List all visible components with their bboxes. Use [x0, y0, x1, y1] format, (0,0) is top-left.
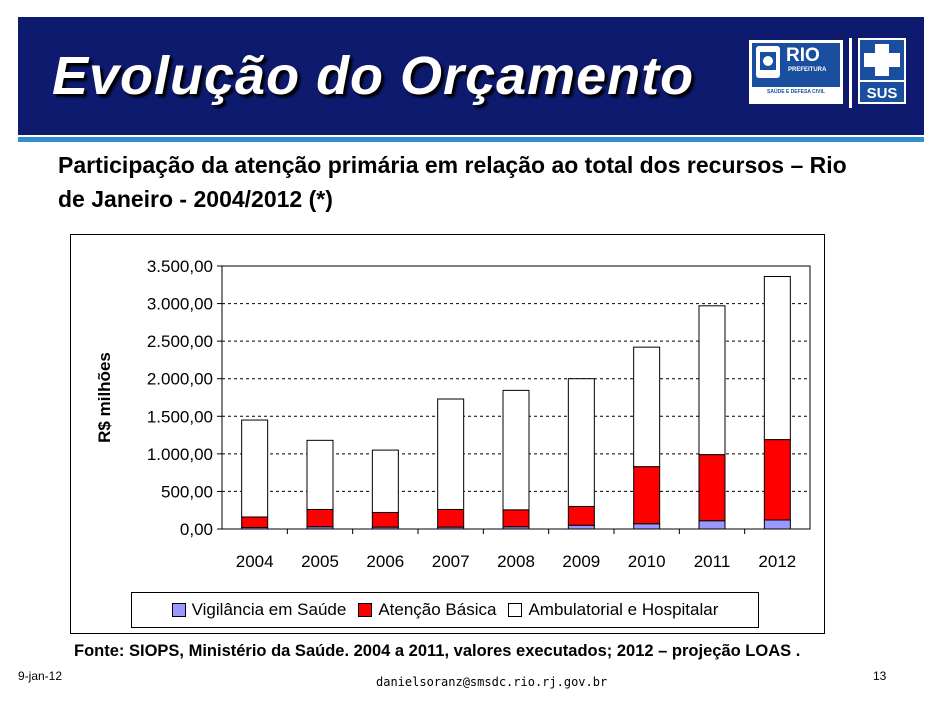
x-tick-label: 2010 — [628, 552, 666, 571]
bar-ambulatorial-2005 — [306, 439, 334, 510]
bar-vigilancia-2011 — [698, 520, 726, 530]
page-number: 13 — [873, 669, 887, 683]
bar-vigilancia-2010 — [633, 523, 661, 530]
bar-ambulatorial-2008 — [502, 389, 530, 511]
bar-ambulatorial-2012 — [763, 276, 791, 441]
bar-ambulatorial-2007 — [437, 398, 465, 510]
bar-vigilancia-2012 — [763, 519, 791, 530]
y-tick-label: 1.000,00 — [147, 445, 213, 464]
legend-item-vigilancia: Vigilância em Saúde — [171, 600, 347, 620]
bar-ambulatorial-2010 — [633, 346, 661, 468]
x-tick-label: 2004 — [236, 552, 274, 571]
bar-ambulatorial-2009 — [567, 378, 595, 507]
y-tick-label: 1.500,00 — [147, 407, 213, 426]
slide-title: Evolução do Orçamento — [52, 46, 695, 106]
department-logo-text: SAÚDE E DEFESA CIVIL — [767, 89, 825, 95]
x-tick-label: 2006 — [366, 552, 404, 571]
bar-atencao-2005 — [306, 508, 334, 528]
y-tick-label: 0,00 — [180, 520, 213, 539]
x-tick-label: 2012 — [758, 552, 796, 571]
legend-item-ambulatorial: Ambulatorial e Hospitalar — [508, 600, 718, 620]
stacked-bar-chart: 0,00 500,00 1.000,00 1.500,00 2.000,00 2.500,… — [95, 257, 811, 571]
legend-label-vigilancia: Vigilância em Saúde — [191, 600, 347, 619]
x-tick-label: 2007 — [432, 552, 470, 571]
legend-label-atencao: Atenção Básica — [378, 600, 497, 619]
sus-logo-text: SUS — [867, 85, 898, 102]
banner-underline — [18, 137, 924, 142]
bar-atencao-2008 — [502, 509, 530, 528]
sus-cross-icon: SUS — [860, 40, 904, 102]
logo-separator — [849, 38, 852, 108]
y-axis-label: R$ milhões — [95, 352, 114, 443]
legend-item-atencao: Atenção Básica — [358, 600, 496, 620]
chart-legend: Vigilância em Saúde Atenção Básica Ambul… — [131, 592, 759, 628]
bar-atencao-2007 — [437, 508, 465, 528]
legend-swatch-vigilancia — [171, 603, 186, 617]
footer-email: danielsoranz@smsdc.rio.rj.gov.br — [376, 675, 608, 689]
bar-atencao-2006 — [371, 511, 399, 528]
bar-atencao-2009 — [567, 505, 595, 526]
legend-swatch-atencao — [358, 603, 373, 617]
bar-vigilancia-2009 — [567, 524, 595, 530]
footer-date: 9-jan-12 — [18, 669, 63, 683]
bar-atencao-2004 — [241, 516, 269, 528]
x-tick-label: 2005 — [301, 552, 339, 571]
bar-ambulatorial-2011 — [698, 305, 726, 456]
bar-ambulatorial-2004 — [241, 419, 269, 518]
slide-subtitle: Participação da atenção primária em rela… — [58, 152, 847, 212]
x-tick-label: 2011 — [694, 552, 731, 571]
y-tick-label: 3.500,00 — [147, 257, 213, 276]
bar-atencao-2011 — [698, 454, 726, 522]
bar-atencao-2010 — [633, 466, 661, 525]
rio-prefeitura-logo: RIO PREFEITURA SAÚDE E DEFESA CIVIL — [749, 40, 843, 104]
x-tick-label: 2008 — [497, 552, 535, 571]
x-tick-label: 2009 — [562, 552, 600, 571]
city-crest-icon — [756, 46, 780, 78]
bar-atencao-2012 — [763, 439, 791, 521]
y-tick-label: 2.500,00 — [147, 332, 213, 351]
source-note: Fonte: SIOPS, Ministério da Saúde. 2004 … — [74, 642, 801, 660]
prefeitura-logo-text: PREFEITURA — [788, 67, 827, 73]
sus-logo: SUS — [858, 38, 906, 104]
rio-logo-text: RIO — [786, 45, 820, 66]
legend-label-ambulatorial: Ambulatorial e Hospitalar — [528, 600, 719, 619]
bar-ambulatorial-2006 — [371, 449, 399, 513]
legend-swatch-ambulatorial — [508, 603, 523, 617]
y-tick-label: 500,00 — [161, 482, 213, 501]
y-tick-label: 3.000,00 — [147, 295, 213, 314]
y-tick-label: 2.000,00 — [147, 370, 213, 389]
